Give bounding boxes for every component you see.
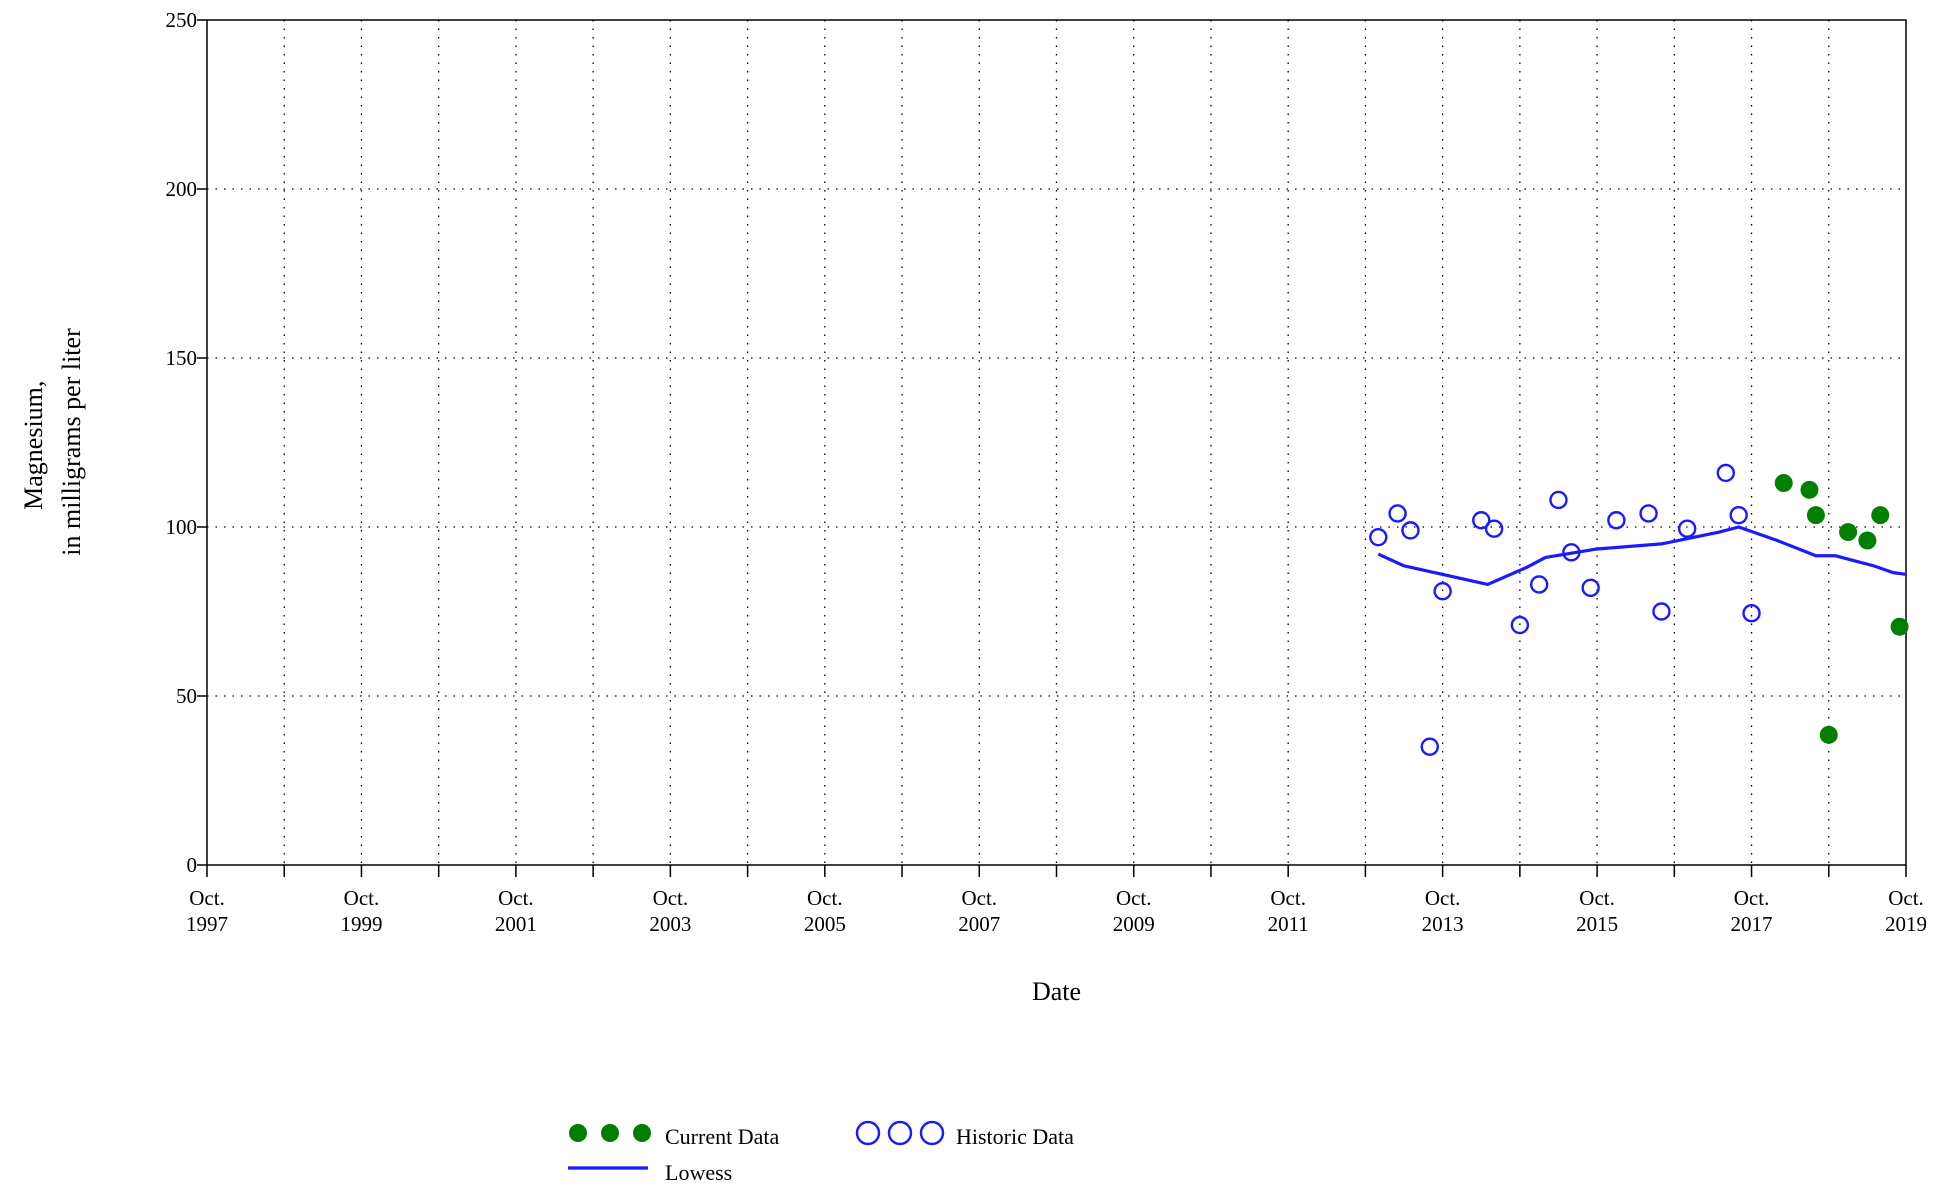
historic-data-point — [1716, 463, 1736, 483]
axis-ticks: 050100150200250Oct.1997Oct.1999Oct.2001O… — [166, 8, 1928, 936]
legend-current-symbol — [569, 1124, 651, 1142]
current-data-point — [1800, 480, 1819, 499]
y-axis-label: Magnesium, in milligrams per liter — [19, 328, 86, 556]
grid — [207, 20, 1906, 865]
x-tick-label-year: 2005 — [804, 912, 846, 936]
legend: Current Data Historic Data Lowess — [568, 1120, 1074, 1185]
historic-data-point — [1510, 615, 1530, 635]
plot-frame — [206, 19, 1907, 866]
historic-data-point — [1607, 511, 1626, 530]
historic-data-point — [1472, 511, 1491, 530]
x-tick-label-year: 2019 — [1885, 912, 1927, 936]
historic-data-point — [1742, 603, 1761, 623]
legend-item-current-data: Current Data — [569, 1124, 779, 1149]
x-tick-label-year: 2009 — [1113, 912, 1155, 936]
x-tick-label-year: 1999 — [340, 912, 382, 936]
legend-lowess-label: Lowess — [665, 1160, 732, 1185]
x-tick-label-month: Oct. — [961, 886, 997, 910]
y-tick-label: 250 — [166, 8, 198, 32]
historic-data-point — [1388, 504, 1407, 523]
historic-data-point — [1401, 521, 1420, 540]
historic-data-point — [1420, 737, 1439, 756]
y-tick-label: 50 — [176, 684, 197, 708]
legend-historic-ring — [855, 1120, 881, 1146]
legend-current-dot — [633, 1124, 651, 1142]
legend-current-dot — [569, 1124, 587, 1142]
legend-item-historic-data: Historic Data — [855, 1120, 1074, 1149]
legend-historic-ring — [887, 1120, 913, 1146]
historic-data-point — [1677, 519, 1697, 538]
current-data-point — [1806, 506, 1825, 525]
legend-historic-symbol — [855, 1120, 945, 1146]
historic-data-point — [1581, 578, 1600, 598]
historic-series — [1369, 463, 1761, 756]
x-tick-label-month: Oct. — [1579, 886, 1615, 910]
current-series — [1774, 474, 1909, 744]
legend-current-label: Current Data — [665, 1124, 779, 1149]
y-tick-label: 0 — [187, 853, 198, 877]
historic-data-point — [1369, 527, 1388, 547]
y-tick-label: 150 — [166, 346, 198, 370]
historic-data-point — [1549, 490, 1568, 510]
legend-historic-ring — [919, 1120, 945, 1146]
historic-data-point — [1529, 575, 1549, 594]
x-tick-label-month: Oct. — [1888, 886, 1924, 910]
historic-data-point — [1652, 602, 1671, 621]
legend-item-lowess: Lowess — [568, 1160, 732, 1185]
y-tick-label: 100 — [166, 515, 198, 539]
historic-data-point — [1639, 504, 1658, 523]
x-tick-label-month: Oct. — [1270, 886, 1306, 910]
legend-current-dot — [601, 1124, 619, 1142]
x-tick-label-year: 2015 — [1576, 912, 1618, 936]
x-tick-label-year: 2017 — [1731, 912, 1773, 936]
x-tick-label-year: 2007 — [958, 912, 1000, 936]
current-data-point — [1871, 506, 1890, 525]
historic-data-point — [1433, 582, 1452, 601]
lowess-line — [1377, 525, 1907, 587]
current-data-point — [1774, 474, 1793, 493]
current-data-point — [1858, 531, 1877, 550]
current-data-point — [1890, 617, 1909, 636]
y-axis-label-line-2: in milligrams per liter — [57, 328, 86, 556]
lowess-series — [1377, 525, 1907, 587]
y-tick-label: 200 — [166, 177, 198, 201]
historic-data-point — [1729, 505, 1748, 525]
legend-historic-label: Historic Data — [956, 1124, 1074, 1149]
x-tick-label-month: Oct. — [1116, 886, 1152, 910]
historic-data-point — [1484, 519, 1504, 538]
historic-data-point — [1562, 543, 1581, 562]
current-data-point — [1819, 725, 1838, 744]
x-tick-label-year: 1997 — [186, 912, 228, 936]
current-data-point — [1839, 523, 1858, 542]
x-tick-label-year: 2003 — [649, 912, 691, 936]
x-axis-label: Date — [1032, 977, 1081, 1006]
y-axis-label-line-1: Magnesium, — [19, 381, 48, 510]
x-tick-label-year: 2001 — [495, 912, 537, 936]
x-tick-label-month: Oct. — [344, 886, 380, 910]
x-tick-label-month: Oct. — [653, 886, 689, 910]
x-tick-label-year: 2011 — [1268, 912, 1309, 936]
x-tick-label-month: Oct. — [498, 886, 534, 910]
x-tick-label-month: Oct. — [189, 886, 225, 910]
x-tick-label-month: Oct. — [807, 886, 843, 910]
x-tick-label-month: Oct. — [1734, 886, 1770, 910]
x-tick-label-year: 2013 — [1422, 912, 1464, 936]
x-tick-label-month: Oct. — [1425, 886, 1461, 910]
